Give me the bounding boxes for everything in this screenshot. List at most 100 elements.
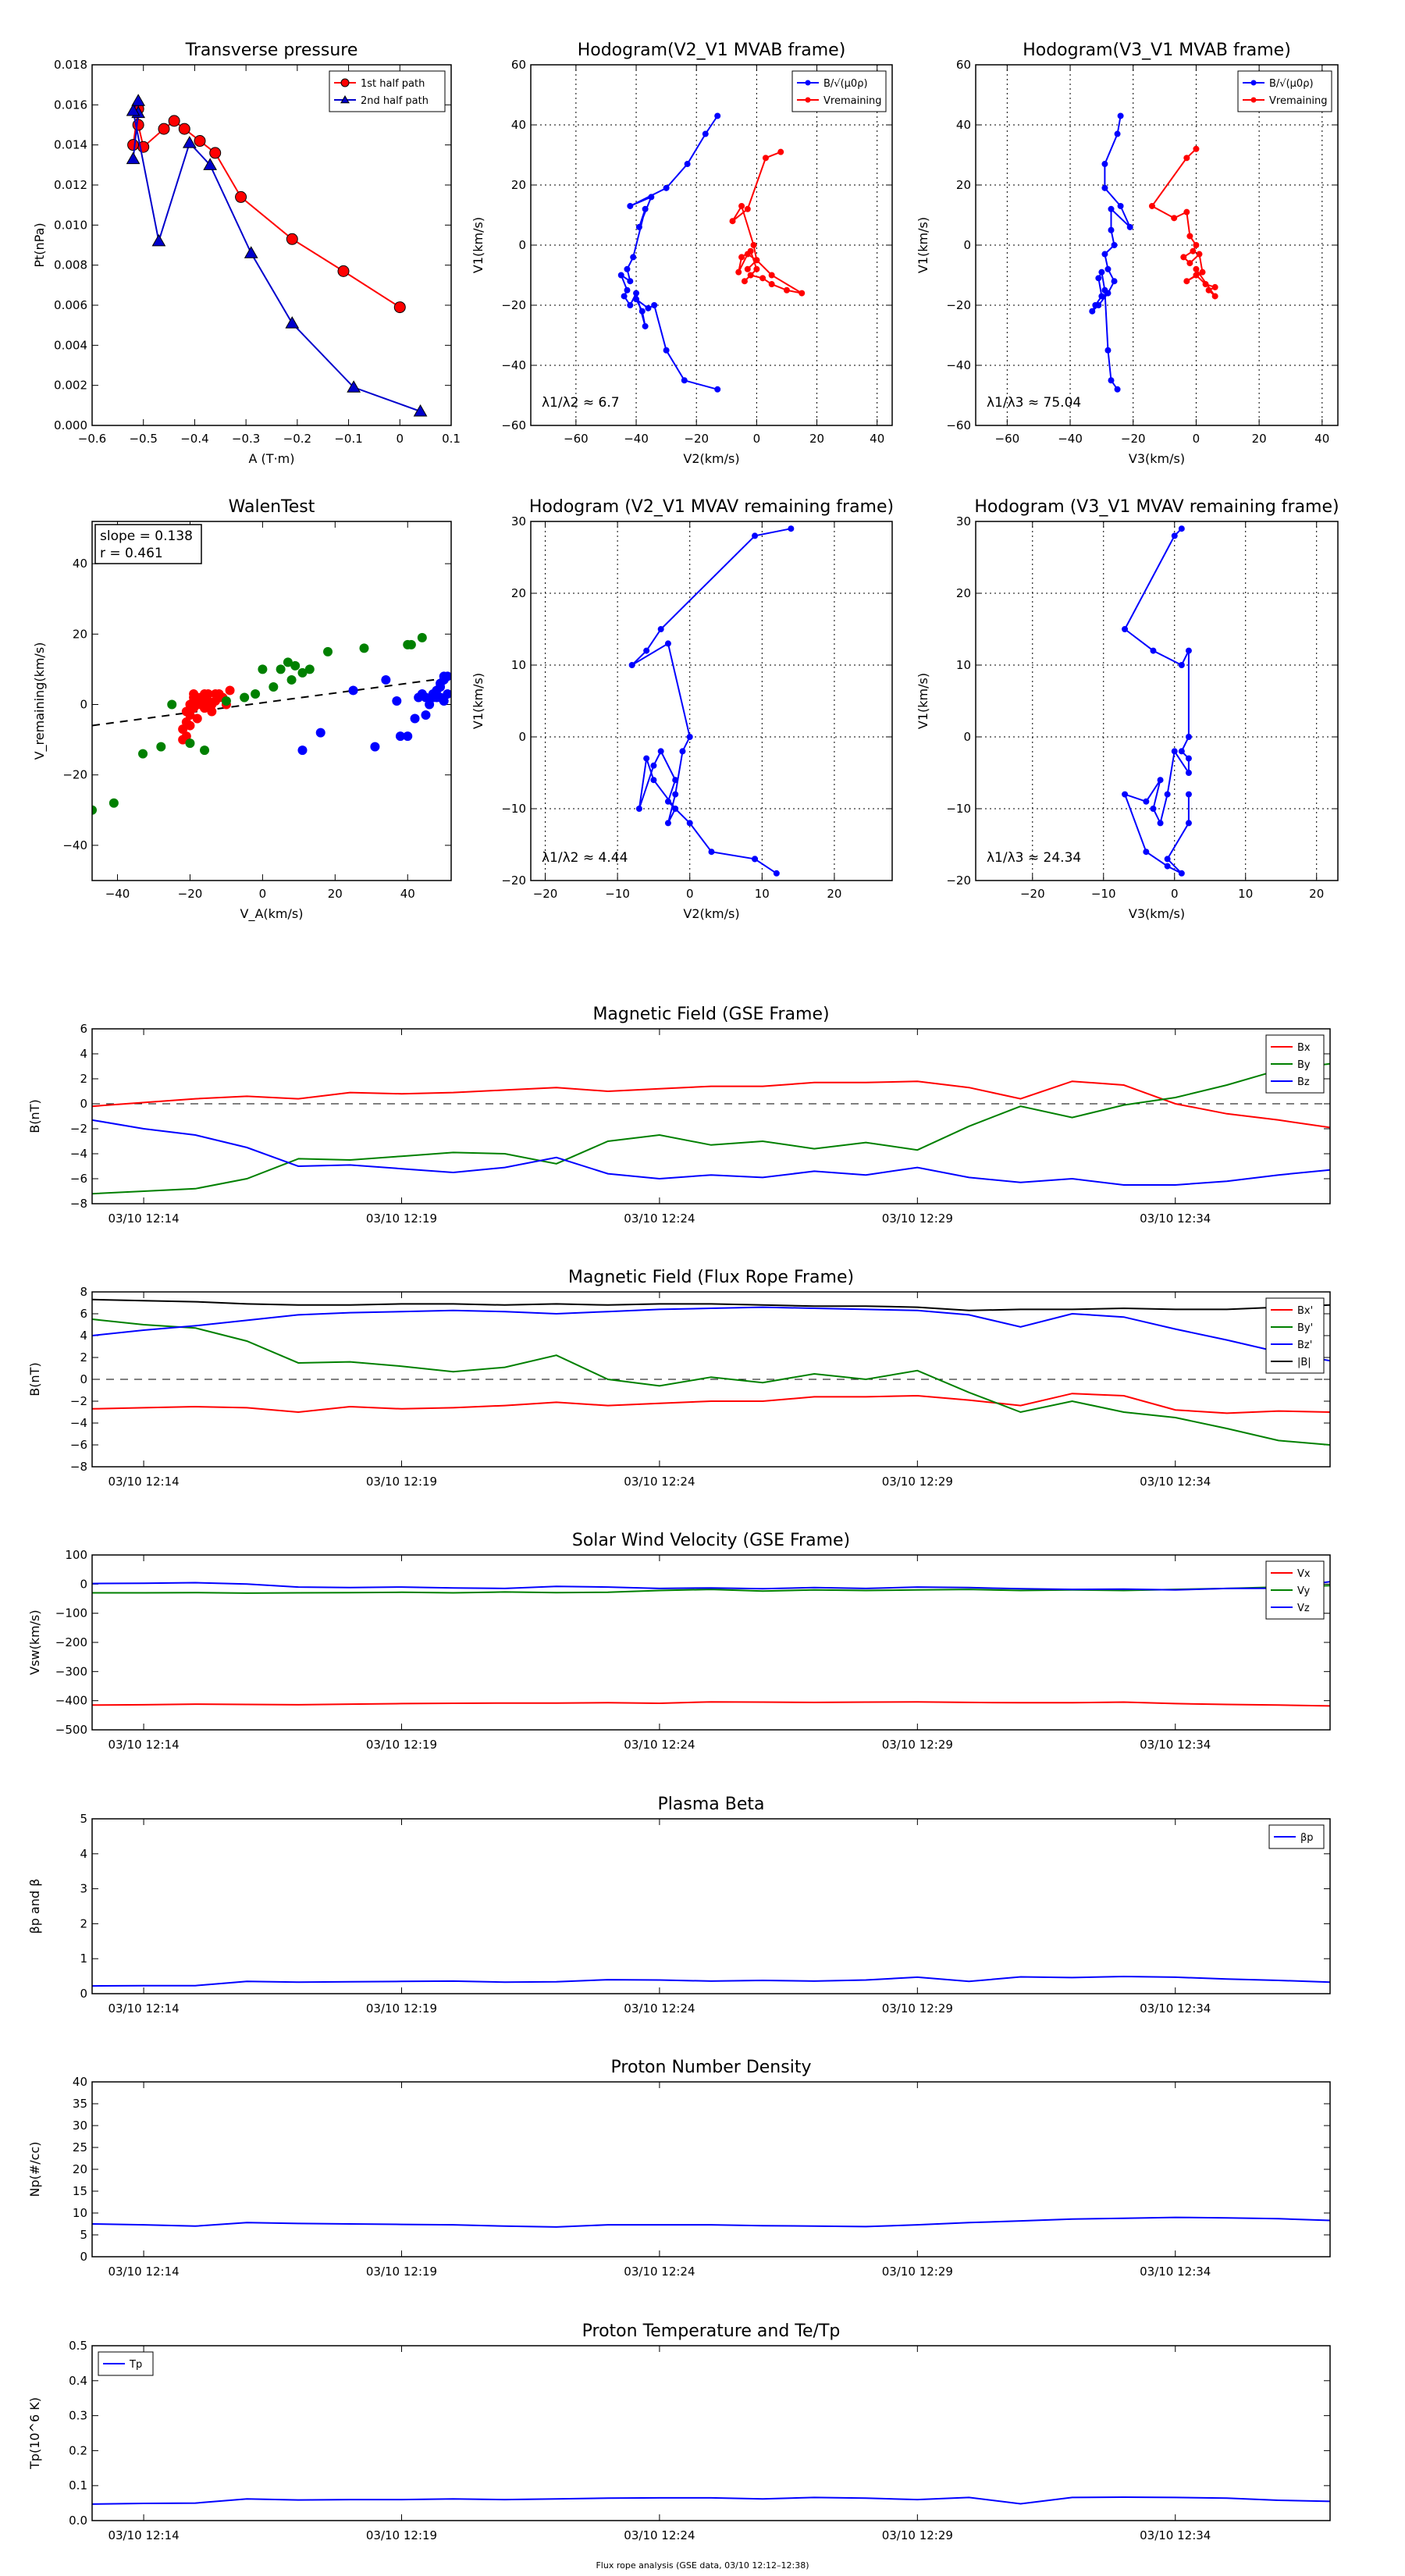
data-point bbox=[1101, 184, 1108, 191]
data-point bbox=[643, 647, 650, 654]
stats-line: r = 0.461 bbox=[100, 546, 163, 561]
chart-proton_number_density: 0 5 10 15 20 25 30 35 40 03/10 12:14 03/10 12:19 03… bbox=[27, 2058, 1331, 2279]
data-point bbox=[1150, 647, 1157, 654]
data-point bbox=[1211, 293, 1218, 300]
legend-label: B/√(μ0ρ) bbox=[1269, 78, 1314, 90]
data-point bbox=[1186, 233, 1193, 240]
plot-area bbox=[92, 1062, 1330, 1195]
scatter-point-red bbox=[214, 688, 224, 699]
data-point bbox=[1183, 155, 1190, 162]
series-line-By' bbox=[92, 1318, 1330, 1446]
x-tick-label: −0.1 bbox=[334, 432, 362, 446]
chart-hodogram_v2_v1_mvab: −60 −40 −20 0 20 40 −60 −40 −20 0 20 40 60 Hodogram(V… bbox=[471, 41, 893, 466]
chart-title: WalenTest bbox=[229, 497, 315, 517]
data-point bbox=[1193, 272, 1200, 279]
scatter-point-blue bbox=[348, 685, 358, 696]
series-line-Vremaining bbox=[1151, 148, 1218, 297]
y-tick-label: 35 bbox=[73, 2097, 87, 2111]
x-tick-label: 20 bbox=[1309, 887, 1324, 901]
data-point bbox=[630, 254, 637, 261]
legend-label: Bx' bbox=[1297, 1305, 1313, 1317]
data-point bbox=[1211, 283, 1218, 290]
x-tick-label: 20 bbox=[827, 887, 841, 901]
data-point bbox=[1101, 251, 1108, 258]
y-tick-label: 5 bbox=[80, 2228, 87, 2242]
scatter-point-green bbox=[138, 749, 148, 759]
time-tick-label: 03/10 12:34 bbox=[1140, 1738, 1211, 1752]
scatter-point-red bbox=[196, 692, 206, 703]
scatter-point-green bbox=[276, 664, 286, 674]
data-point bbox=[664, 820, 671, 827]
time-tick-label: 03/10 12:24 bbox=[624, 1738, 695, 1752]
x-tick-label: −20 bbox=[178, 887, 203, 901]
scatter-point-green bbox=[269, 681, 279, 692]
data-point bbox=[664, 798, 671, 805]
y-tick-label: −10 bbox=[501, 802, 526, 816]
y-tick-label: −20 bbox=[501, 873, 526, 888]
chart-title: Hodogram(V2_V1 MVAB frame) bbox=[578, 41, 846, 60]
time-tick-label: 03/10 12:34 bbox=[1140, 1212, 1211, 1226]
series-line-Vy bbox=[92, 1585, 1330, 1594]
scatter-point-red bbox=[185, 720, 195, 731]
series-line-Vz bbox=[92, 1581, 1330, 1591]
scatter-point-blue bbox=[370, 742, 380, 752]
time-tick-label: 03/10 12:14 bbox=[108, 1212, 179, 1226]
y-tick-label: 0.006 bbox=[54, 298, 87, 312]
scatter-point-green bbox=[92, 805, 97, 815]
data-point bbox=[714, 112, 721, 119]
y-tick-label: 0.002 bbox=[54, 379, 87, 393]
data-point bbox=[679, 748, 686, 755]
data-point bbox=[735, 269, 742, 276]
y-tick-label: 40 bbox=[511, 118, 526, 132]
y-tick-label: 0.012 bbox=[54, 178, 87, 192]
scatter-point-green bbox=[167, 699, 177, 710]
data-point bbox=[642, 322, 649, 329]
data-point bbox=[633, 296, 640, 303]
y-tick-label: 3 bbox=[80, 1882, 87, 1896]
series-line-B/√(μ0ρ) bbox=[619, 115, 719, 390]
x-tick-label: 0 bbox=[686, 887, 694, 901]
eigenvalue-ratio-label: λ1/λ2 ≈ 6.7 bbox=[542, 395, 620, 411]
y-tick-label: 0 bbox=[80, 1987, 87, 2001]
data-point bbox=[1180, 254, 1187, 261]
y-tick-label: 10 bbox=[511, 658, 526, 672]
time-tick-label: 03/10 12:24 bbox=[624, 1475, 695, 1489]
scatter-point-blue bbox=[410, 713, 420, 724]
data-point bbox=[635, 223, 642, 230]
chart-transverse_pressure: −0.6 −0.5 −0.4 −0.3 −0.2 −0.1 0 0.1 0.000 0.002 0.… bbox=[32, 41, 461, 466]
y-tick-label: 0.0 bbox=[69, 2514, 87, 2528]
axes-frame bbox=[975, 64, 1339, 426]
y-tick-label: 0 bbox=[80, 2250, 87, 2264]
y-tick-label: −4 bbox=[70, 1147, 87, 1161]
y-axis-label: Pt(nPa) bbox=[32, 222, 47, 267]
y-tick-label: 40 bbox=[73, 2075, 87, 2089]
y-tick-label: −10 bbox=[946, 802, 971, 816]
data-point bbox=[1171, 748, 1178, 755]
y-tick-label: 8 bbox=[80, 1285, 87, 1299]
data-point bbox=[747, 272, 754, 279]
plot-area bbox=[617, 112, 806, 393]
y-axis-label: V1(km/s) bbox=[916, 217, 930, 273]
y-tick-label: 20 bbox=[511, 178, 526, 192]
legend-label: By bbox=[1297, 1059, 1311, 1071]
data-point bbox=[1196, 251, 1203, 258]
y-tick-label: 15 bbox=[73, 2184, 87, 2198]
series-line-βp bbox=[92, 1975, 1330, 1987]
data-point bbox=[805, 97, 811, 103]
data-point bbox=[672, 806, 679, 812]
series-line-B/√(μ0ρ) bbox=[631, 528, 791, 874]
data-point bbox=[1164, 856, 1171, 863]
y-tick-label: −6 bbox=[70, 1438, 87, 1452]
time-tick-label: 03/10 12:29 bbox=[882, 1475, 953, 1489]
y-tick-label: 0.004 bbox=[54, 338, 87, 352]
time-tick-label: 03/10 12:19 bbox=[366, 1212, 437, 1226]
y-tick-label: −20 bbox=[62, 768, 87, 782]
legend-label: 2nd half path bbox=[361, 95, 429, 107]
scatter-point-red bbox=[203, 688, 213, 699]
y-tick-label: 2 bbox=[80, 1072, 87, 1086]
time-tick-label: 03/10 12:19 bbox=[366, 2528, 437, 2542]
data-point bbox=[126, 151, 140, 165]
axes-frame bbox=[91, 64, 452, 426]
y-tick-label: 4 bbox=[80, 1047, 87, 1061]
data-point bbox=[650, 762, 657, 769]
